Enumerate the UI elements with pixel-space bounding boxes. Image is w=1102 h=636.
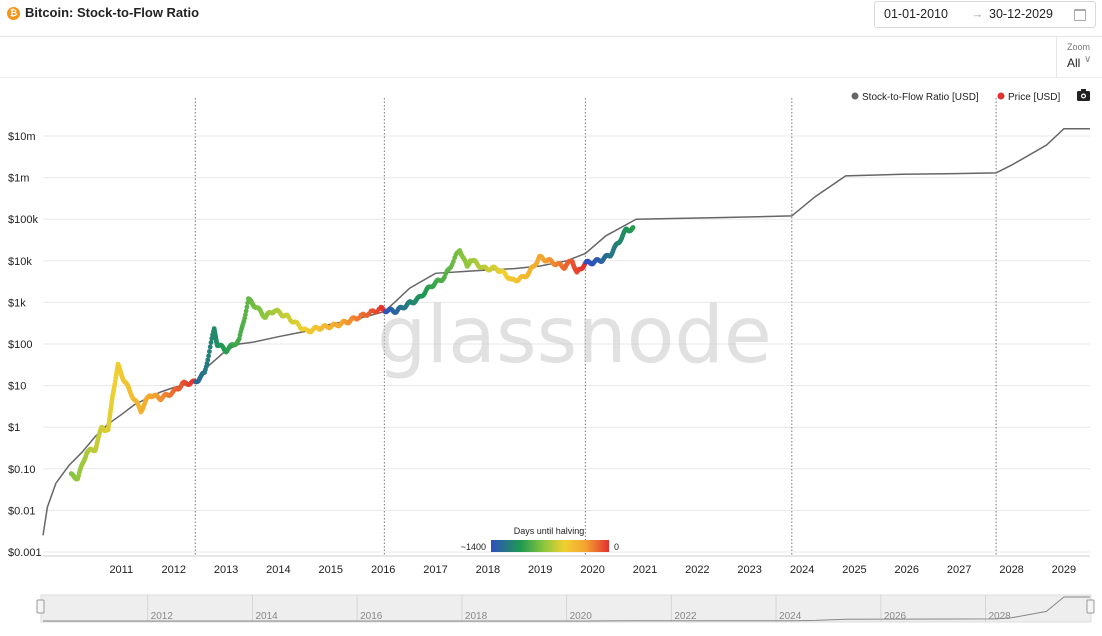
navigator-tick-label: 2020	[570, 611, 593, 622]
watermark-text: glassnode	[377, 291, 772, 381]
sf-ratio-line	[42, 127, 1090, 536]
colorbar: Days until halving ~1400 0	[461, 526, 619, 552]
date-end-input[interactable]: 30-12-2029	[989, 7, 1053, 21]
navigator-tick-label: 2028	[988, 611, 1011, 622]
page-title: Bitcoin: Stock-to-Flow Ratio	[25, 5, 200, 20]
legend-marker-price	[997, 92, 1005, 100]
x-tick-label: 2014	[266, 564, 290, 576]
y-tick-label: $1k	[8, 297, 26, 309]
x-tick-label: 2023	[737, 564, 761, 576]
x-tick-label: 2026	[895, 564, 919, 576]
x-tick-label: 2020	[580, 564, 604, 576]
x-tick-label: 2021	[633, 564, 657, 576]
price-point	[630, 225, 636, 230]
calendar-icon[interactable]	[1074, 9, 1086, 21]
price-point	[207, 349, 212, 354]
date-range-picker[interactable]: 01-01-2010 → 30-12-2029	[874, 1, 1096, 28]
legend-marker-sf	[851, 92, 859, 100]
x-tick-label: 2029	[1052, 564, 1076, 576]
x-tick-label: 2018	[476, 564, 500, 576]
y-tick-label: $100k	[8, 214, 38, 226]
header-bar: ₿ Bitcoin: Stock-to-Flow Ratio 01-01-201…	[0, 0, 1102, 37]
price-point	[204, 361, 210, 366]
navigator-right-handle[interactable]	[1086, 599, 1095, 614]
price-point	[236, 336, 242, 342]
x-tick-label: 2028	[999, 564, 1023, 576]
x-tick-label: 2017	[423, 564, 447, 576]
price-point	[205, 357, 211, 363]
chevron-down-icon[interactable]: ∨	[1084, 54, 1092, 65]
date-start-input[interactable]: 01-01-2010	[884, 7, 948, 21]
chart-toolbar	[0, 37, 1102, 78]
navigator-tick-label: 2016	[360, 611, 383, 622]
y-tick-label: $1m	[8, 173, 29, 185]
zoom-value[interactable]: All	[1067, 56, 1081, 70]
y-tick-label: $1	[8, 422, 20, 434]
bitcoin-icon: ₿	[7, 7, 20, 20]
navigator-tick-label: 2026	[884, 611, 907, 622]
x-tick-label: 2024	[790, 564, 814, 576]
price-point	[209, 336, 215, 341]
colorbar-gradient	[491, 540, 609, 552]
x-tick-label: 2013	[214, 564, 238, 576]
legend-label-sf[interactable]: Stock-to-Flow Ratio [USD]	[862, 92, 979, 103]
y-tick-label: $10m	[8, 131, 36, 143]
zoom-select[interactable]: Zoom All ∨	[1056, 37, 1102, 77]
legend-label-price[interactable]: Price [USD]	[1008, 92, 1060, 103]
x-tick-label: 2012	[162, 564, 186, 576]
navigator-tick-label: 2018	[465, 611, 488, 622]
price-point	[207, 344, 213, 350]
colorbar-max-label: 0	[614, 542, 619, 552]
legend: Stock-to-Flow Ratio [USD] Price [USD]	[851, 89, 1090, 103]
y-tick-label: $10k	[8, 256, 32, 268]
x-tick-label: 2019	[528, 564, 552, 576]
camera-icon[interactable]	[1077, 89, 1090, 101]
zoom-label: Zoom	[1067, 42, 1091, 52]
arrow-right-icon: →	[971, 7, 984, 21]
navigator-tick-label: 2024	[779, 611, 802, 622]
x-tick-label: 2011	[109, 564, 133, 576]
navigator-track[interactable]	[40, 594, 1092, 623]
x-tick-label: 2015	[318, 564, 342, 576]
colorbar-min-label: ~1400	[461, 542, 486, 552]
price-point	[451, 259, 456, 264]
navigator-sf-line	[43, 596, 1090, 622]
navigator-tick-label: 2014	[255, 611, 278, 622]
price-point	[244, 304, 250, 310]
range-navigator[interactable]: 2012 2014 2016 2018 2020 2022 2024 2026 2028	[36, 594, 1095, 623]
x-tick-label: 2027	[947, 564, 971, 576]
y-tick-label: $0.001	[8, 547, 42, 559]
x-tick-label: 2016	[371, 564, 395, 576]
y-tick-label: $10	[8, 381, 26, 393]
x-tick-label: 2025	[842, 564, 866, 576]
x-tick-label: 2022	[685, 564, 709, 576]
price-point	[206, 353, 212, 359]
navigator-tick-label: 2012	[151, 611, 174, 622]
y-tick-label: $100	[8, 339, 32, 351]
price-point	[243, 308, 249, 314]
y-tick-label: $0.10	[8, 464, 36, 476]
navigator-tick-label: 2022	[674, 611, 697, 622]
colorbar-title: Days until halving	[514, 526, 585, 536]
price-point	[442, 274, 447, 280]
y-tick-label: $0.01	[8, 505, 36, 517]
price-point	[208, 340, 214, 345]
navigator-left-handle[interactable]	[36, 599, 45, 614]
price-point	[243, 312, 248, 318]
